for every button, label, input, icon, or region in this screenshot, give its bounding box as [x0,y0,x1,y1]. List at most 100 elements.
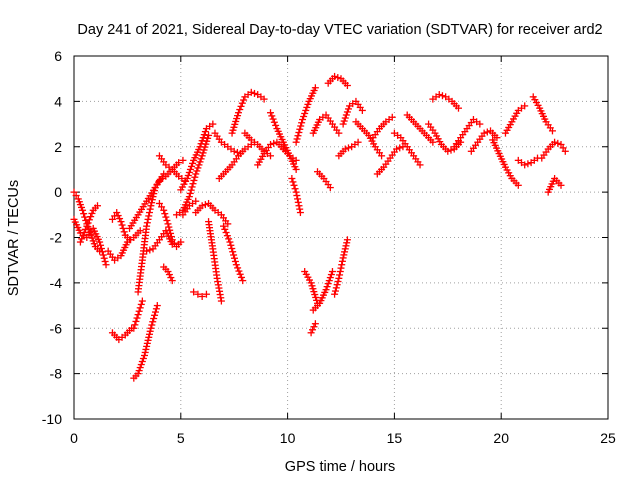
data-point [149,193,157,201]
data-point [339,120,347,128]
data-point [194,290,202,298]
data-point [237,273,245,281]
data-point [326,274,334,282]
data-point [226,238,234,246]
data-point [231,254,239,262]
data-point [190,288,198,296]
data-point [224,220,232,228]
data-point [339,254,347,262]
data-point [299,116,307,124]
data-point [84,219,92,227]
data-point [483,128,491,136]
y-tick-label: 2 [54,139,62,155]
data-point [331,287,339,295]
data-point [201,128,209,136]
data-point [99,251,107,259]
data-point [521,102,529,110]
data-point [136,227,144,235]
data-point [167,274,175,282]
data-point [148,196,156,204]
data-point [297,122,305,130]
data-point [240,96,248,104]
data-point [447,146,455,154]
data-point [96,238,104,246]
data-point [304,100,312,108]
data-point [147,202,155,210]
data-point [343,236,351,244]
data-point [83,222,91,230]
data-point [554,139,562,147]
data-point [139,355,147,362]
data-point [141,348,149,356]
data-point [135,307,143,315]
data-point [301,109,309,117]
data-point [340,251,348,259]
data-point [185,168,193,176]
data-point [145,333,153,341]
data-point [193,167,201,175]
data-point [101,257,109,265]
data-point [145,209,153,217]
data-point [150,315,158,323]
data-point [143,222,151,230]
data-point [354,138,362,146]
data-point [135,367,143,375]
data-point [293,192,301,200]
data-point [153,302,161,310]
data-point [163,216,171,224]
data-point [236,270,244,278]
data-point [238,99,246,107]
data-point [294,198,302,206]
data-point [195,161,203,169]
data-point [79,232,87,240]
data-point [325,277,333,285]
data-point [336,268,344,276]
data-point [293,135,301,143]
data-point [327,271,335,279]
data-point [250,89,258,97]
data-point [166,226,174,234]
data-point [143,247,151,255]
data-point [548,127,556,135]
data-point [196,143,204,151]
data-point [198,292,206,300]
data-point [247,88,255,96]
data-point [190,176,198,184]
data-point [551,138,559,146]
data-point [87,213,95,221]
data-point [200,131,208,139]
data-point [270,139,278,147]
data-point [147,324,155,332]
data-point [303,103,311,111]
data-point [144,336,152,344]
data-point [138,297,146,305]
data-point [311,320,319,328]
data-point [344,144,352,152]
data-point [97,241,105,249]
data-point [343,239,351,247]
data-point [167,229,175,237]
data-point [290,181,298,189]
x-tick-label: 0 [70,430,78,446]
data-point [130,324,138,332]
data-point [228,245,236,253]
data-point [225,235,233,243]
data-point [260,95,268,103]
data-point [185,193,193,201]
data-point [198,137,206,145]
data-point [148,199,156,207]
data-point [338,257,346,265]
data-point [186,189,194,197]
data-point [393,145,401,153]
data-point [160,206,168,214]
data-point [134,311,142,319]
data-point [334,74,342,82]
x-tick-label: 25 [600,430,616,446]
data-point [296,209,304,217]
data-point [137,361,145,369]
data-point [292,138,300,146]
data-point [142,345,150,353]
data-point [337,264,345,272]
data-point [146,246,154,254]
data-point [454,104,462,112]
